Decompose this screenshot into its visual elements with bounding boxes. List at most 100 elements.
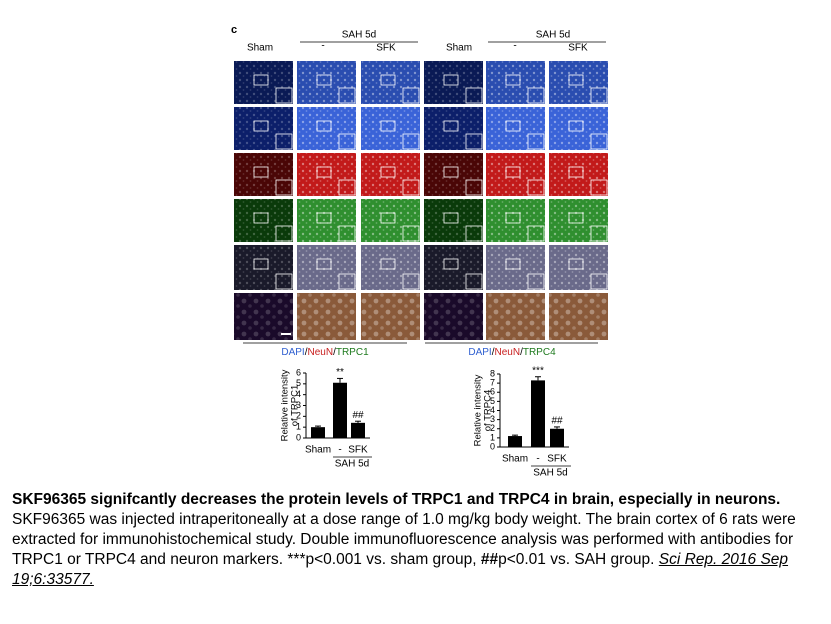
inset-box bbox=[505, 212, 521, 224]
zoom-inset bbox=[275, 225, 293, 242]
zoom-inset bbox=[590, 133, 608, 150]
group-label: SAH 5d bbox=[335, 459, 369, 470]
inset-box bbox=[443, 74, 459, 86]
zoom-inset bbox=[275, 87, 293, 104]
micrograph-texture bbox=[424, 199, 483, 242]
micrograph-texture bbox=[297, 153, 356, 196]
inset-box bbox=[443, 258, 459, 270]
caption-text: SKF96365 was injected intraperitoneally … bbox=[12, 511, 796, 568]
column-header: - bbox=[321, 41, 324, 52]
micrograph-texture bbox=[361, 153, 420, 196]
micrograph-texture bbox=[486, 293, 545, 340]
zoom-inset bbox=[275, 133, 293, 150]
y-axis-label: of TRPC1 bbox=[290, 385, 301, 427]
micrograph-texture bbox=[361, 199, 420, 242]
column-header: - bbox=[513, 41, 516, 52]
significance-label: ## bbox=[352, 410, 364, 421]
micrograph-texture bbox=[297, 61, 356, 104]
caption-text[interactable]: Sci Rep. 2016 Sep 19;6:33577. bbox=[12, 551, 789, 588]
zoom-inset bbox=[402, 273, 420, 290]
stain-legend-part: TRPC4 bbox=[523, 347, 556, 358]
bar bbox=[351, 422, 365, 438]
micrograph-texture bbox=[234, 61, 293, 104]
stain-legend-part: / bbox=[520, 347, 523, 358]
stain-legend-part: NeuN bbox=[307, 347, 333, 358]
y-tick-label: 4 bbox=[296, 389, 301, 399]
panel-label: c bbox=[231, 24, 237, 36]
y-axis-label: Relative intensity bbox=[280, 369, 291, 441]
inset-box bbox=[568, 258, 584, 270]
caption-text: SKF96365 signifcantly decreases the prot… bbox=[12, 491, 781, 508]
inset-box bbox=[568, 212, 584, 224]
micrograph-texture bbox=[234, 153, 293, 196]
caption-text: ## bbox=[480, 551, 499, 568]
inset-box bbox=[380, 120, 396, 132]
y-tick-label: 0 bbox=[296, 432, 301, 442]
zoom-inset bbox=[338, 225, 356, 242]
inset-box bbox=[568, 120, 584, 132]
y-tick-label: 1 bbox=[490, 432, 495, 442]
zoom-inset bbox=[465, 133, 483, 150]
inset-box bbox=[316, 258, 332, 270]
inset-box bbox=[316, 74, 332, 86]
micrograph-texture bbox=[549, 199, 608, 242]
bar bbox=[508, 436, 522, 447]
micrograph-texture bbox=[424, 245, 483, 290]
zoom-inset bbox=[402, 133, 420, 150]
group-label: SAH 5d bbox=[533, 468, 567, 479]
y-axis-label: of TRPC4 bbox=[483, 390, 494, 432]
stain-legend: DAPI/NeuN/TRPC4 bbox=[468, 347, 556, 358]
zoom-inset bbox=[465, 87, 483, 104]
significance-label: ** bbox=[336, 367, 344, 378]
inset-box bbox=[505, 258, 521, 270]
inset-box bbox=[253, 74, 269, 86]
stain-legend-part: NeuN bbox=[494, 347, 520, 358]
y-tick-label: 6 bbox=[296, 367, 301, 377]
micrograph-texture bbox=[234, 199, 293, 242]
zoom-inset bbox=[527, 273, 545, 290]
micrograph-texture bbox=[234, 293, 293, 340]
y-tick-label: 2 bbox=[490, 423, 495, 433]
inset-box bbox=[253, 120, 269, 132]
zoom-inset bbox=[527, 87, 545, 104]
column-header: SFK bbox=[568, 43, 588, 54]
inset-box bbox=[443, 212, 459, 224]
y-axis-label: Relative intensity bbox=[473, 374, 484, 446]
inset-box bbox=[443, 120, 459, 132]
zoom-inset bbox=[402, 87, 420, 104]
micrograph-texture bbox=[486, 61, 545, 104]
inset-box bbox=[380, 166, 396, 178]
y-tick-label: 1 bbox=[296, 422, 301, 432]
y-tick-label: 3 bbox=[296, 400, 301, 410]
micrograph-texture bbox=[486, 107, 545, 150]
micrograph-texture bbox=[486, 245, 545, 290]
caption: SKF96365 signifcantly decreases the prot… bbox=[12, 490, 824, 590]
micrograph-texture bbox=[549, 153, 608, 196]
micrograph-texture bbox=[549, 293, 608, 340]
inset-box bbox=[253, 212, 269, 224]
micrograph-texture bbox=[549, 245, 608, 290]
micrograph-texture bbox=[234, 245, 293, 290]
y-tick-label: 8 bbox=[490, 368, 495, 378]
column-header: Sham bbox=[247, 43, 273, 54]
zoom-inset bbox=[527, 225, 545, 242]
micrograph-texture bbox=[424, 293, 483, 340]
inset-box bbox=[380, 212, 396, 224]
stain-legend-part: / bbox=[492, 347, 495, 358]
micrograph-texture bbox=[297, 245, 356, 290]
x-tick-label: SFK bbox=[348, 445, 368, 456]
y-tick-label: 6 bbox=[490, 387, 495, 397]
micrograph-texture bbox=[297, 199, 356, 242]
zoom-inset bbox=[402, 225, 420, 242]
y-tick-label: 0 bbox=[490, 441, 495, 451]
zoom-inset bbox=[590, 87, 608, 104]
micrograph-texture bbox=[361, 293, 420, 340]
zoom-inset bbox=[338, 179, 356, 196]
stain-legend-part: DAPI bbox=[281, 347, 304, 358]
zoom-inset bbox=[590, 179, 608, 196]
group-header: SAH 5d bbox=[536, 30, 570, 41]
zoom-inset bbox=[338, 273, 356, 290]
micrograph-texture bbox=[361, 61, 420, 104]
y-tick-label: 5 bbox=[296, 378, 301, 388]
